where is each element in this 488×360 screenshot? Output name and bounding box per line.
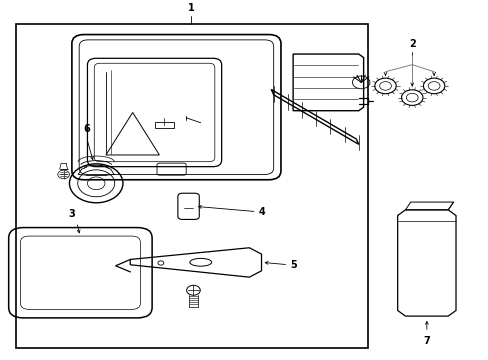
Text: 6: 6 bbox=[83, 124, 90, 134]
Text: 2: 2 bbox=[408, 39, 415, 49]
Text: 4: 4 bbox=[259, 207, 265, 217]
Text: 3: 3 bbox=[68, 209, 75, 219]
Bar bbox=[16, 24, 368, 348]
Bar bbox=[154, 122, 174, 129]
Text: 5: 5 bbox=[290, 260, 297, 270]
Text: 7: 7 bbox=[423, 336, 429, 346]
Text: 1: 1 bbox=[187, 3, 194, 13]
